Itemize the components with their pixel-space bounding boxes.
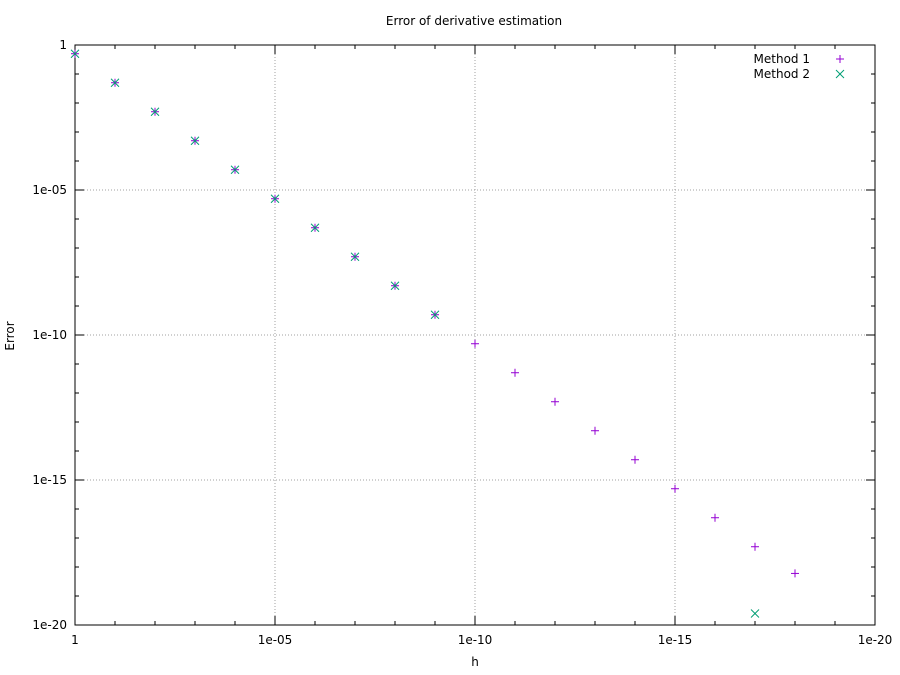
data-point [350, 252, 360, 262]
data-points [70, 49, 799, 618]
data-point [631, 455, 639, 464]
y-tick-label: 1e-15 [32, 473, 67, 487]
series-1-points [71, 49, 799, 578]
data-point [751, 542, 759, 551]
data-point [270, 194, 280, 204]
x-tick-label: 1e-15 [658, 633, 693, 647]
data-point [230, 165, 240, 175]
plot-border [74, 44, 876, 626]
data-point [70, 49, 80, 59]
y-tick-label: 1e-05 [32, 183, 67, 197]
data-point [551, 397, 559, 406]
y-tick-label: 1e-20 [32, 618, 67, 632]
y-tick-label: 1e-10 [32, 328, 67, 342]
data-point [390, 281, 400, 291]
data-point [110, 78, 120, 88]
data-point [310, 223, 320, 233]
data-point [591, 426, 599, 435]
legend-marker [835, 69, 845, 79]
minor-ticks [75, 45, 875, 625]
x-tick-label: 1 [71, 633, 79, 647]
data-point [750, 609, 760, 618]
legend-label: Method 1 [754, 52, 810, 66]
data-point [150, 107, 160, 117]
x-axis-label: h [471, 655, 479, 669]
data-point [671, 484, 679, 493]
y-tick-label: 1 [59, 38, 67, 52]
chart-title: Error of derivative estimation [386, 14, 562, 28]
y-axis-label: Error [3, 321, 17, 350]
legend-marker [836, 55, 844, 63]
series-2-points [70, 49, 760, 618]
x-axis-ticks: 1 1e-05 1e-10 1e-15 1e-20 [71, 45, 892, 647]
data-point [711, 513, 719, 522]
legend-label: Method 2 [754, 67, 810, 81]
y-axis-ticks: 1 1e-05 1e-10 1e-15 1e-20 [32, 38, 875, 632]
data-point [430, 310, 440, 320]
data-point [471, 339, 479, 348]
data-point [791, 569, 799, 578]
data-point [190, 136, 200, 146]
x-tick-label: 1e-05 [258, 633, 293, 647]
grid [75, 45, 875, 625]
data-point [511, 368, 519, 377]
x-tick-label: 1e-20 [858, 633, 893, 647]
x-tick-label: 1e-10 [458, 633, 493, 647]
